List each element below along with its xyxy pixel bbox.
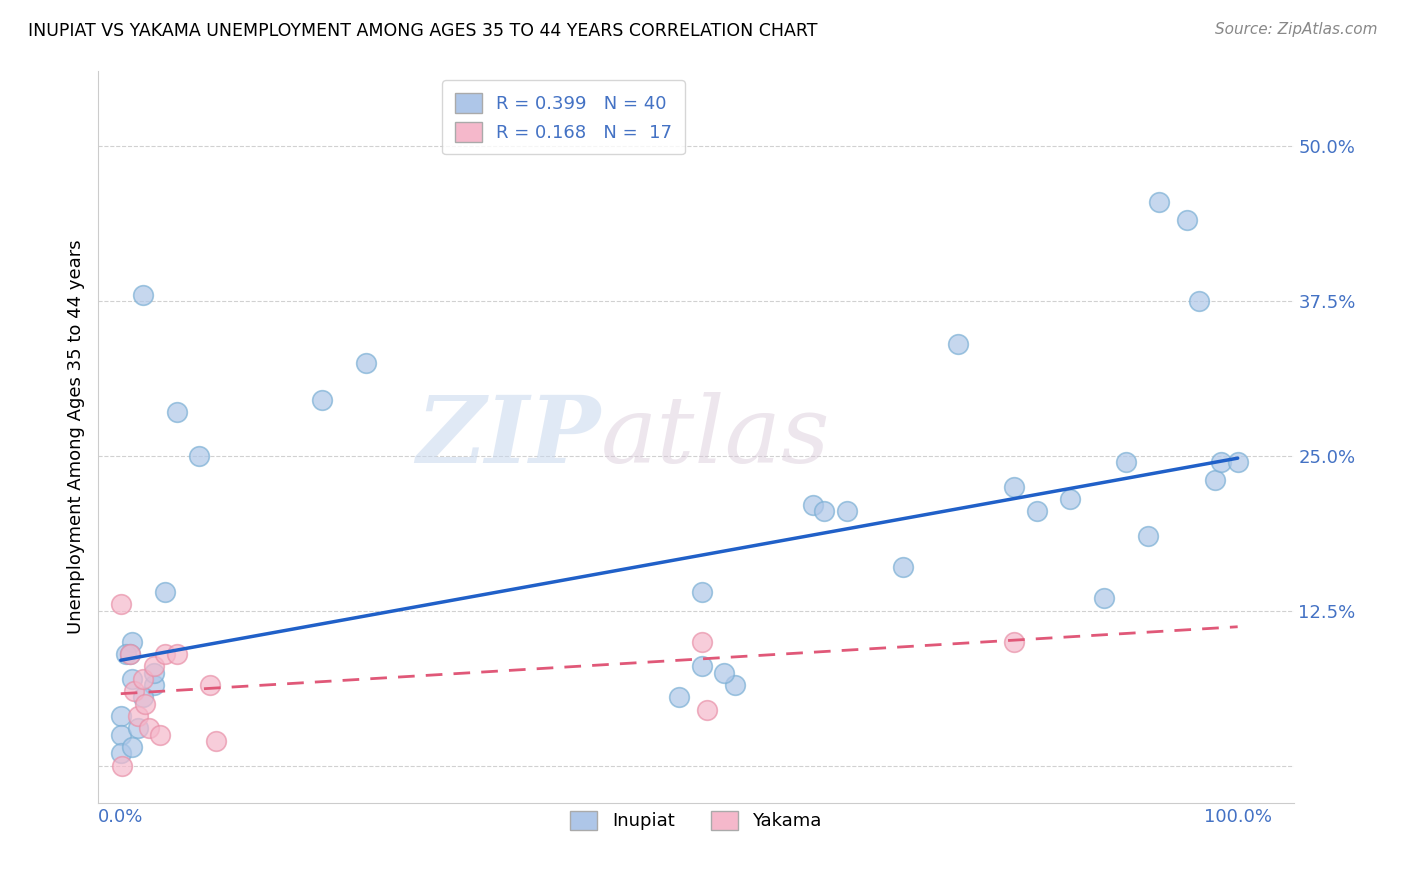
Point — [204, 734, 226, 748]
Point — [1092, 591, 1115, 606]
Point — [121, 739, 143, 754]
Text: atlas: atlas — [600, 392, 830, 482]
Text: Source: ZipAtlas.com: Source: ZipAtlas.com — [1215, 22, 1378, 37]
Point — [690, 634, 713, 648]
Point — [127, 709, 149, 723]
Point — [1002, 480, 1025, 494]
Point — [1137, 529, 1160, 543]
Point — [1149, 194, 1171, 209]
Point — [1187, 293, 1209, 308]
Point — [1115, 455, 1137, 469]
Point — [696, 703, 718, 717]
Point — [132, 672, 155, 686]
Point — [138, 722, 160, 736]
Point — [1025, 504, 1047, 518]
Point — [311, 392, 333, 407]
Point — [166, 647, 188, 661]
Point — [118, 647, 141, 661]
Point — [713, 665, 735, 680]
Point — [143, 678, 166, 692]
Text: INUPIAT VS YAKAMA UNEMPLOYMENT AMONG AGES 35 TO 44 YEARS CORRELATION CHART: INUPIAT VS YAKAMA UNEMPLOYMENT AMONG AGE… — [28, 22, 818, 40]
Point — [122, 684, 145, 698]
Point — [134, 697, 156, 711]
Point — [1204, 474, 1226, 488]
Point — [111, 758, 134, 772]
Y-axis label: Unemployment Among Ages 35 to 44 years: Unemployment Among Ages 35 to 44 years — [66, 240, 84, 634]
Point — [948, 337, 970, 351]
Point — [1002, 634, 1025, 648]
Point — [132, 287, 155, 301]
Point — [155, 585, 177, 599]
Point — [891, 560, 914, 574]
Point — [132, 690, 155, 705]
Point — [187, 449, 209, 463]
Point — [690, 659, 713, 673]
Legend: Inupiat, Yakama: Inupiat, Yakama — [562, 804, 830, 838]
Point — [1177, 213, 1199, 227]
Point — [1209, 455, 1232, 469]
Point — [166, 405, 188, 419]
Point — [115, 647, 138, 661]
Point — [801, 498, 824, 512]
Point — [155, 647, 177, 661]
Point — [110, 709, 132, 723]
Point — [835, 504, 858, 518]
Point — [149, 728, 172, 742]
Point — [118, 647, 141, 661]
Point — [121, 634, 143, 648]
Point — [1226, 455, 1249, 469]
Point — [724, 678, 747, 692]
Text: ZIP: ZIP — [416, 392, 600, 482]
Point — [121, 672, 143, 686]
Point — [198, 678, 221, 692]
Point — [813, 504, 835, 518]
Point — [110, 746, 132, 760]
Point — [690, 585, 713, 599]
Point — [127, 722, 149, 736]
Point — [356, 356, 378, 370]
Point — [110, 598, 132, 612]
Point — [110, 728, 132, 742]
Point — [668, 690, 690, 705]
Point — [1059, 491, 1081, 506]
Point — [143, 665, 166, 680]
Point — [143, 659, 166, 673]
